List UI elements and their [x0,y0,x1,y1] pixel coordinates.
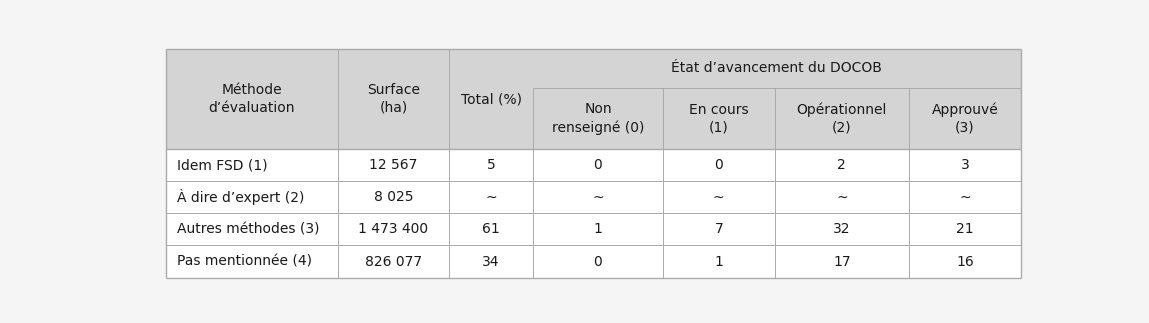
Bar [338,245,449,277]
Text: 0: 0 [594,255,602,268]
Bar [449,149,533,182]
Text: ~: ~ [592,191,603,204]
Text: En cours
(1): En cours (1) [689,103,748,134]
Bar [449,245,533,277]
Text: 34: 34 [483,255,500,268]
Text: 12 567: 12 567 [369,158,418,172]
Text: 1: 1 [715,255,723,268]
Text: 3: 3 [961,158,970,172]
Bar [774,149,909,182]
Text: 1: 1 [594,223,602,236]
Text: 21: 21 [956,223,974,236]
Bar [663,149,774,182]
Bar [909,182,1020,214]
Bar [165,182,338,214]
Bar [449,214,533,245]
Text: 32: 32 [833,223,850,236]
Text: 2: 2 [838,158,847,172]
Text: 17: 17 [833,255,850,268]
Text: 0: 0 [715,158,723,172]
Text: ~: ~ [485,191,496,204]
Bar [909,88,1020,149]
Text: 16: 16 [956,255,974,268]
Text: Surface
(ha): Surface (ha) [367,83,421,115]
Bar [165,149,338,182]
Bar [165,49,338,149]
Bar [533,88,663,149]
Bar [774,245,909,277]
Bar [165,214,338,245]
Text: Idem FSD (1): Idem FSD (1) [177,158,268,172]
Bar [165,245,338,277]
Bar [533,182,663,214]
Bar [909,245,1020,277]
Bar [338,182,449,214]
Text: Approuvé
(3): Approuvé (3) [932,102,998,135]
Bar [338,149,449,182]
Text: Méthode
d’évaluation: Méthode d’évaluation [209,83,295,115]
Text: 61: 61 [483,223,500,236]
Bar [338,214,449,245]
Bar [663,245,774,277]
Text: Pas mentionnée (4): Pas mentionnée (4) [177,255,311,268]
Text: État d’avancement du DOCOB: État d’avancement du DOCOB [671,61,882,75]
Text: Total (%): Total (%) [461,92,522,106]
Bar [449,49,533,149]
Text: 0: 0 [594,158,602,172]
Bar [909,214,1020,245]
Text: 8 025: 8 025 [373,191,414,204]
Bar [774,182,909,214]
Bar [663,88,774,149]
Text: ~: ~ [712,191,725,204]
Bar [774,88,909,149]
Bar [909,149,1020,182]
Bar [663,182,774,214]
Bar [533,49,1020,88]
Text: Autres méthodes (3): Autres méthodes (3) [177,223,319,236]
Text: 1 473 400: 1 473 400 [358,223,429,236]
Text: ~: ~ [836,191,848,204]
Text: Opérationnel
(2): Opérationnel (2) [796,102,887,135]
Bar [663,214,774,245]
Text: 826 077: 826 077 [365,255,422,268]
Text: ~: ~ [959,191,971,204]
Text: À dire d’expert (2): À dire d’expert (2) [177,189,304,205]
Text: Non
renseigné (0): Non renseigné (0) [552,102,645,135]
Bar [338,49,449,149]
Bar [533,149,663,182]
Bar [774,214,909,245]
Bar [449,182,533,214]
Bar [533,245,663,277]
Bar [533,214,663,245]
Text: 5: 5 [487,158,495,172]
Text: 7: 7 [715,223,723,236]
